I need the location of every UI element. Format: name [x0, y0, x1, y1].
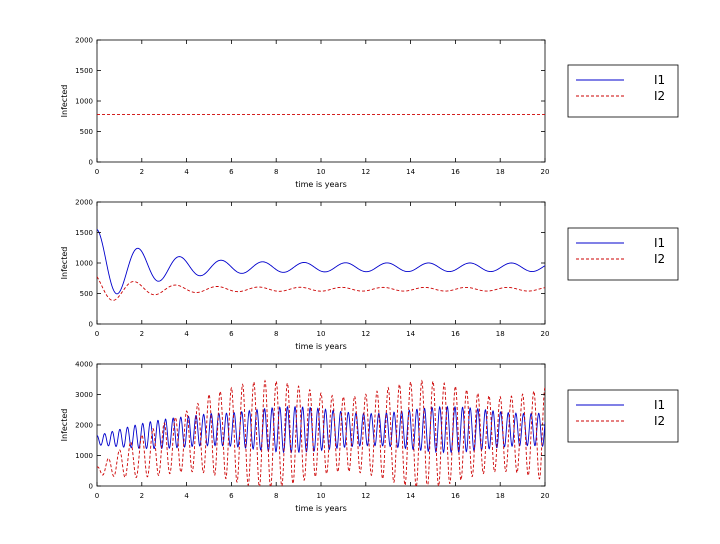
x-tick-label: 20	[541, 492, 550, 500]
legend-label-i2: I2	[654, 414, 665, 428]
y-tick-label: 500	[80, 290, 93, 298]
x-tick-label: 8	[274, 330, 278, 338]
y-tick-label: 500	[80, 128, 93, 136]
legend-label-i1: I1	[654, 236, 665, 250]
x-tick-label: 18	[496, 330, 505, 338]
chart-panel-1: 0 2 4 6 8 10 12 14 16 18 20 0 500 1000 1500 2000 time is…	[60, 37, 679, 189]
x-tick-label: 4	[184, 330, 189, 338]
x-tick-label: 14	[406, 330, 415, 338]
series-line-i2	[97, 276, 545, 301]
series-line-i1	[97, 229, 545, 295]
series-line-i2	[97, 379, 545, 486]
x-tick-label: 10	[317, 330, 326, 338]
chart-panel-3: 0 2 4 6 8 10 12 14 16 18 20 0 1000 2000 3000 4000 time i…	[60, 361, 679, 513]
x-axis-label: time is years	[295, 504, 347, 513]
x-tick-label: 2	[140, 168, 144, 176]
y-axis-label: Infected	[60, 247, 69, 280]
y-axis-label: Infected	[60, 85, 69, 118]
y-tick-label: 1000	[75, 260, 93, 268]
x-axis-label: time is years	[295, 180, 347, 189]
x-tick-label: 0	[95, 168, 99, 176]
y-tick-label: 1500	[75, 229, 93, 237]
x-tick-label: 16	[451, 492, 460, 500]
x-tick-label: 12	[361, 168, 370, 176]
y-tick-label: 3000	[75, 391, 93, 399]
x-tick-label: 6	[229, 168, 234, 176]
x-axis-label: time is years	[295, 342, 347, 351]
x-tick-label: 6	[229, 330, 234, 338]
x-tick-label: 8	[274, 168, 278, 176]
y-tick-label: 0	[89, 159, 93, 167]
y-tick-label: 2000	[75, 422, 93, 430]
plot-area	[96, 39, 546, 163]
x-tick-label: 14	[406, 168, 415, 176]
legend-label-i2: I2	[654, 89, 665, 103]
x-tick-label: 0	[95, 330, 99, 338]
y-tick-label: 1500	[75, 67, 93, 75]
series-group	[97, 379, 545, 486]
x-tick-label: 4	[184, 168, 189, 176]
y-tick-label: 2000	[75, 199, 93, 207]
x-tick-label: 10	[317, 168, 326, 176]
y-tick-label: 4000	[75, 361, 93, 369]
x-tick-label: 16	[451, 168, 460, 176]
x-tick-label: 18	[496, 492, 505, 500]
y-tick-label: 1000	[75, 452, 93, 460]
y-axis-label: Infected	[60, 409, 69, 442]
x-tick-label: 16	[451, 330, 460, 338]
x-tick-label: 2	[140, 492, 144, 500]
x-tick-label: 18	[496, 168, 505, 176]
legend-label-i1: I1	[654, 398, 665, 412]
x-tick-label: 12	[361, 492, 370, 500]
legend-label-i1: I1	[654, 73, 665, 87]
x-tick-label: 2	[140, 330, 144, 338]
series-group	[97, 229, 545, 301]
legend-box	[567, 227, 679, 281]
legend-label-i2: I2	[654, 252, 665, 266]
x-tick-label: 0	[95, 492, 99, 500]
y-tick-label: 1000	[75, 98, 93, 106]
legend-box	[567, 389, 679, 443]
legend-box	[567, 64, 679, 118]
x-tick-label: 20	[541, 168, 550, 176]
x-tick-label: 14	[406, 492, 415, 500]
series-line-i1	[97, 405, 545, 454]
x-tick-label: 4	[184, 492, 189, 500]
x-tick-label: 6	[229, 492, 234, 500]
x-tick-label: 8	[274, 492, 278, 500]
y-tick-label: 2000	[75, 37, 93, 45]
x-tick-label: 10	[317, 492, 326, 500]
x-tick-label: 20	[541, 330, 550, 338]
plot-area	[96, 201, 546, 325]
y-tick-label: 0	[89, 483, 93, 491]
x-tick-label: 12	[361, 330, 370, 338]
y-tick-label: 0	[89, 321, 93, 329]
chart-panel-2: 0 2 4 6 8 10 12 14 16 18 20 0 500 1000 1500 2000 time is…	[60, 199, 679, 351]
